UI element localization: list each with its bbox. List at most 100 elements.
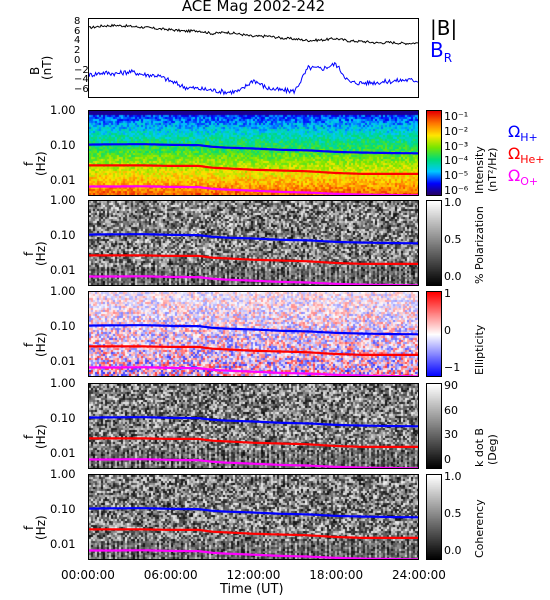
omega-he-label: ΩHe+ bbox=[508, 144, 545, 167]
b-y-tick: −4 bbox=[74, 74, 89, 86]
cyclotron-line-o bbox=[89, 275, 418, 285]
freq-tick: 0.01 bbox=[50, 173, 76, 188]
cyclotron-line-h bbox=[89, 324, 418, 336]
colorbar-tick: 0.5 bbox=[444, 507, 462, 520]
freq-tick: 0.10 bbox=[50, 502, 76, 517]
b-field-plot bbox=[88, 23, 419, 96]
cyclotron-line-o bbox=[89, 185, 418, 195]
colorbar-kdotb bbox=[426, 383, 442, 469]
freq-tick: 0.10 bbox=[50, 138, 76, 153]
freq-ylabel-units: (Hz) bbox=[34, 241, 48, 266]
legend-babs: |B| bbox=[430, 16, 458, 40]
colorbar-label-units: (nT²/Hz) bbox=[486, 147, 499, 192]
x-tick: 00:00:00 bbox=[61, 568, 115, 582]
spectrogram-panel-polarization bbox=[88, 200, 419, 286]
cyclotron-line-he bbox=[89, 528, 418, 539]
chart-title: ACE Mag 2002-242 bbox=[181, 0, 326, 15]
colorbar-tick: 1.0 bbox=[444, 196, 462, 209]
cyclotron-line-he bbox=[89, 164, 418, 175]
x-tick: 24:00:00 bbox=[392, 568, 446, 582]
freq-tick: 1.00 bbox=[50, 376, 76, 390]
colorbar-tick: 0.5 bbox=[444, 233, 462, 246]
colorbar-tick: 1 bbox=[444, 287, 451, 300]
b-field-panel bbox=[88, 18, 419, 98]
spectrogram-panel-ellipticity bbox=[88, 291, 419, 377]
spectrogram-panel-intensity bbox=[88, 110, 419, 196]
freq-ylabel-units: (Hz) bbox=[34, 515, 48, 540]
freq-tick: 1.00 bbox=[50, 284, 76, 298]
cyclotron-line-o bbox=[89, 458, 418, 468]
freq-ylabel-units: (Hz) bbox=[34, 151, 48, 176]
freq-tick: 1.00 bbox=[50, 103, 76, 117]
colorbar-label-units: (Deg) bbox=[486, 434, 499, 465]
x-tick: 18:00:00 bbox=[309, 568, 364, 582]
freq-ylabel-units: (Hz) bbox=[34, 424, 48, 449]
colorbar-label: Ellipticity bbox=[473, 324, 486, 375]
colorbar-tick: 0 bbox=[444, 324, 451, 337]
freq-tick: 0.01 bbox=[50, 263, 76, 278]
omega-h-label: ΩH+ bbox=[508, 122, 538, 145]
cyclotron-overlay bbox=[89, 507, 418, 559]
b-y-tick: 6 bbox=[74, 25, 81, 37]
freq-tick: 0.01 bbox=[50, 446, 76, 461]
spectrogram-panel-coherency bbox=[88, 474, 419, 560]
colorbar-tick: 60 bbox=[444, 403, 458, 417]
b-y-tick: −6 bbox=[74, 84, 89, 96]
b-y-tick: 4 bbox=[74, 35, 81, 47]
colorbar-tick: 10⁻² bbox=[444, 124, 469, 138]
colorbar-tick: 10⁻¹ bbox=[444, 110, 469, 123]
colorbar-intensity bbox=[426, 110, 442, 196]
b-y-tick: 2 bbox=[74, 45, 81, 57]
freq-tick: 0.01 bbox=[50, 354, 76, 369]
freq-tick: 1.00 bbox=[50, 467, 76, 481]
cyclotron-line-he bbox=[89, 437, 418, 448]
freq-ylabel-units: (Hz) bbox=[34, 332, 48, 357]
colorbar-tick: 10⁻⁶ bbox=[444, 184, 469, 197]
cyclotron-line-o bbox=[89, 549, 418, 559]
colorbar-tick: 10⁻⁴ bbox=[444, 154, 469, 168]
cyclotron-line-h bbox=[89, 507, 418, 519]
colorbar-label: Coherency bbox=[473, 499, 486, 558]
babs-series-line bbox=[88, 23, 419, 46]
colorbar-tick: −1 bbox=[444, 361, 461, 374]
cyclotron-line-h bbox=[89, 143, 418, 155]
cyclotron-overlay bbox=[89, 233, 418, 285]
freq-tick: 1.00 bbox=[50, 193, 76, 207]
colorbar-tick: 10⁻⁵ bbox=[444, 169, 469, 183]
colorbar-tick: 0 bbox=[444, 453, 451, 466]
colorbar-tick: 0.0 bbox=[444, 270, 462, 283]
colorbar-polarization bbox=[426, 200, 442, 286]
colorbar-label: k dot B bbox=[473, 428, 486, 467]
cyclotron-line-he bbox=[89, 254, 418, 265]
colorbar-tick: 90 bbox=[444, 379, 458, 392]
cyclotron-overlay bbox=[89, 143, 418, 195]
b-ylabel-units: (nT) bbox=[40, 55, 54, 80]
legend-br: BR bbox=[430, 38, 453, 65]
cyclotron-overlay bbox=[89, 324, 418, 376]
colorbar-coherency bbox=[426, 474, 442, 560]
x-tick: 06:00:00 bbox=[143, 568, 198, 582]
freq-tick: 0.10 bbox=[50, 228, 76, 243]
freq-tick: 0.10 bbox=[50, 319, 76, 334]
cyclotron-line-he bbox=[89, 345, 418, 356]
colorbar-label: Intensity bbox=[473, 146, 486, 194]
cyclotron-line-h bbox=[89, 416, 418, 428]
colorbar-tick: 1.0 bbox=[444, 470, 462, 483]
colorbar-tick: 0.0 bbox=[444, 544, 462, 557]
b-y-tick: 0 bbox=[74, 54, 81, 66]
b-y-tick: −2 bbox=[74, 64, 89, 76]
colorbar-label: % Polarization bbox=[473, 206, 486, 284]
b-y-tick: 8 bbox=[74, 15, 81, 27]
cyclotron-line-o bbox=[89, 366, 418, 376]
colorbar-tick: 10⁻³ bbox=[444, 139, 469, 153]
x-axis-title: Time (UT) bbox=[220, 582, 284, 597]
freq-tick: 0.01 bbox=[50, 537, 76, 552]
x-tick: 12:00:00 bbox=[226, 568, 281, 582]
br-series-line bbox=[88, 61, 419, 96]
freq-tick: 0.10 bbox=[50, 411, 76, 426]
omega-o-label: ΩO+ bbox=[508, 166, 539, 189]
colorbar-ellipticity bbox=[426, 291, 442, 377]
cyclotron-line-h bbox=[89, 233, 418, 245]
cyclotron-overlay bbox=[89, 416, 418, 468]
colorbar-tick: 30 bbox=[444, 428, 458, 442]
